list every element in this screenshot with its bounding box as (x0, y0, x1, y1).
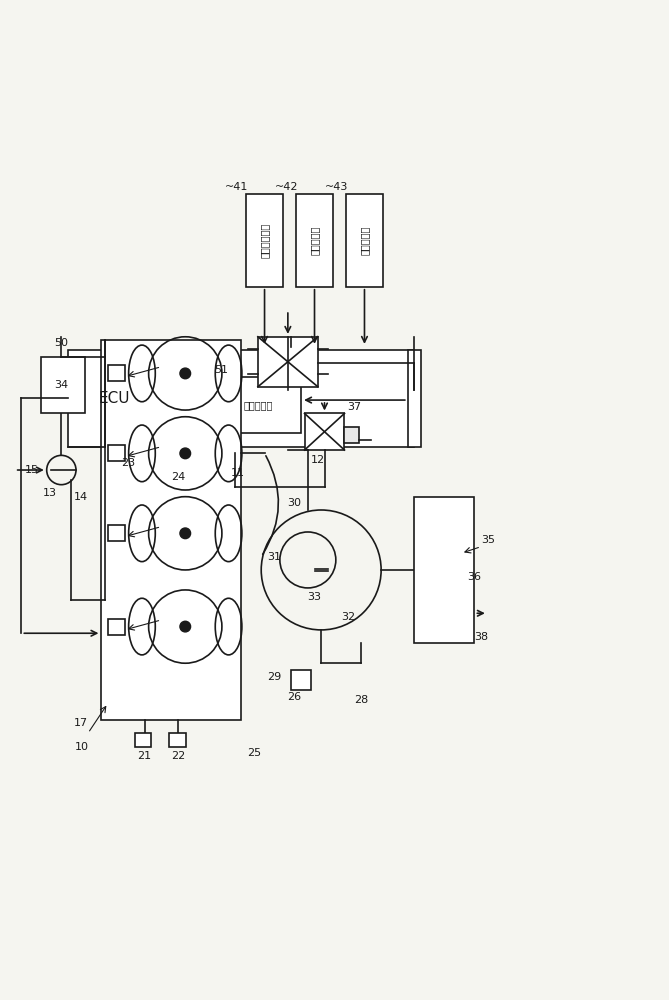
Text: 36: 36 (468, 572, 482, 582)
Bar (215, 377, 301, 433)
Circle shape (180, 528, 191, 539)
Text: 水温传感器: 水温传感器 (310, 225, 320, 255)
Bar (169, 733, 186, 747)
Text: 25: 25 (248, 748, 262, 758)
Bar (296, 194, 333, 287)
Text: ~42: ~42 (274, 182, 298, 192)
Text: 曲柄角传感器: 曲柄角传感器 (260, 223, 270, 258)
Text: 12: 12 (311, 455, 325, 465)
Text: 11: 11 (231, 468, 245, 478)
Bar (108, 525, 124, 541)
Bar (68, 350, 415, 447)
Bar (134, 733, 151, 747)
Text: ~43: ~43 (324, 182, 348, 192)
Bar (408, 350, 421, 447)
Text: 微型计算机: 微型计算机 (244, 400, 272, 410)
Bar (41, 357, 85, 413)
Text: 30: 30 (288, 498, 302, 508)
Text: 32: 32 (341, 612, 355, 622)
Bar (415, 497, 474, 643)
Bar (108, 445, 124, 461)
Text: 29: 29 (268, 672, 282, 682)
Text: 35: 35 (481, 535, 495, 545)
Circle shape (180, 448, 191, 459)
Text: 22: 22 (171, 751, 185, 761)
Text: 23: 23 (121, 458, 135, 468)
Text: 21: 21 (138, 751, 152, 761)
Bar (101, 340, 242, 720)
Text: 34: 34 (54, 380, 68, 390)
Text: 17: 17 (74, 718, 88, 728)
Bar (258, 337, 318, 387)
Text: 15: 15 (25, 465, 39, 475)
Bar (304, 413, 345, 450)
Text: 37: 37 (347, 402, 361, 412)
Text: 33: 33 (308, 592, 322, 602)
Bar (108, 365, 124, 381)
Bar (345, 427, 359, 443)
Text: 10: 10 (74, 742, 88, 752)
Text: 50: 50 (55, 338, 69, 348)
Text: 26: 26 (288, 692, 302, 702)
Text: 28: 28 (354, 695, 368, 705)
Bar (246, 194, 283, 287)
Text: ECU: ECU (99, 391, 130, 406)
Text: 38: 38 (474, 632, 488, 642)
Circle shape (180, 621, 191, 632)
Circle shape (180, 368, 191, 379)
Text: 51: 51 (215, 365, 229, 375)
Bar (291, 670, 311, 690)
Text: 31: 31 (268, 552, 282, 562)
Text: 24: 24 (171, 472, 185, 482)
Text: 13: 13 (43, 488, 57, 498)
Text: ~41: ~41 (225, 182, 248, 192)
Bar (346, 194, 383, 287)
Text: 油门传感器: 油门传感器 (359, 225, 369, 255)
Bar (108, 619, 124, 635)
Text: 14: 14 (74, 492, 88, 502)
